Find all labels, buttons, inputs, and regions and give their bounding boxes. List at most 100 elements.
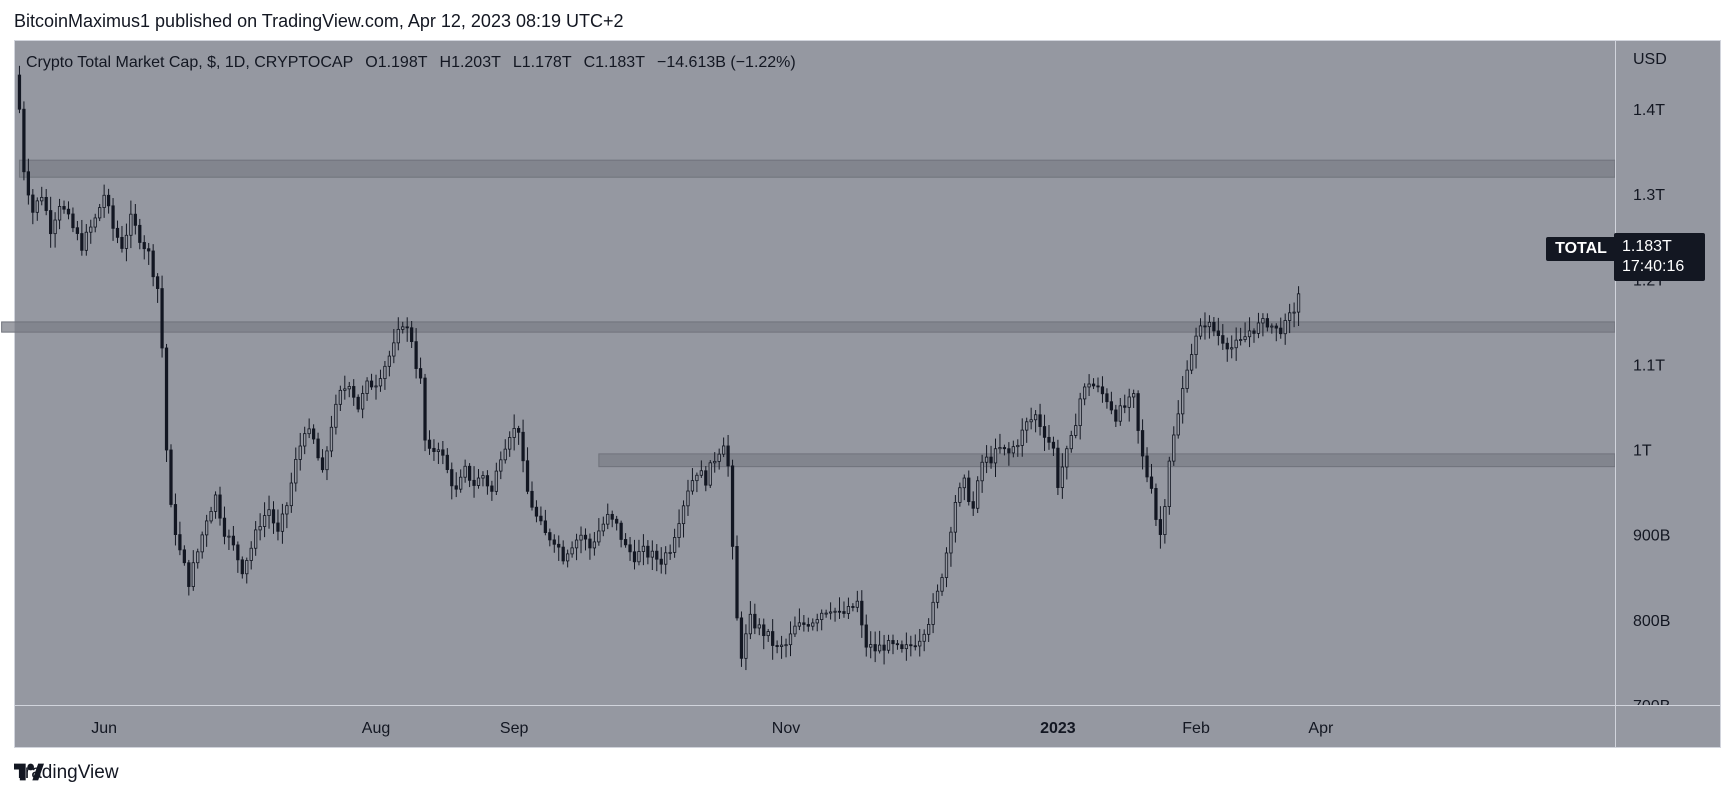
candle <box>1127 388 1131 422</box>
candle <box>1100 376 1105 403</box>
candle <box>432 439 436 461</box>
candle-body <box>935 590 940 603</box>
candle-body <box>365 380 369 394</box>
candle-body <box>1020 429 1024 446</box>
candle-body <box>334 403 338 428</box>
candle <box>953 495 958 543</box>
candle-body <box>1069 435 1073 450</box>
candle-body <box>722 445 726 455</box>
candle <box>1007 442 1011 466</box>
candle-body <box>1261 318 1265 324</box>
candle <box>410 321 414 348</box>
candle <box>1261 313 1265 337</box>
price-tick-label: 1.4T <box>1633 102 1665 119</box>
candle <box>1203 312 1207 340</box>
candle <box>508 431 512 457</box>
candle-body <box>539 515 543 522</box>
candle-body <box>574 539 579 549</box>
candle <box>597 518 601 546</box>
time-axis[interactable]: Jun Aug Sep Nov 2023 Feb Apr <box>15 705 1615 747</box>
candle <box>949 526 953 567</box>
candle <box>71 207 75 233</box>
candle <box>17 65 22 114</box>
candle <box>222 506 227 545</box>
candle <box>1247 317 1252 348</box>
candle <box>254 521 258 556</box>
candle <box>1140 419 1145 470</box>
candle-body <box>75 227 80 234</box>
candle <box>1194 327 1198 369</box>
candle-body <box>837 610 842 613</box>
candle-body <box>472 479 476 486</box>
candle <box>775 640 779 654</box>
candle-body <box>57 206 62 221</box>
candle-body <box>49 210 53 235</box>
candle <box>521 419 525 473</box>
candle-body <box>784 644 788 647</box>
candle-body <box>187 562 191 587</box>
legend-low-value: 1.178T <box>521 54 572 71</box>
candle <box>779 635 784 659</box>
candle <box>784 638 788 658</box>
plot-area[interactable]: Crypto Total Market Cap, $, 1D, CRYPTOCA… <box>1 41 1616 705</box>
candle <box>490 480 494 501</box>
candle-body <box>508 437 512 450</box>
candle <box>797 608 802 631</box>
candle <box>311 424 316 444</box>
candle <box>659 547 663 574</box>
candle <box>601 516 605 537</box>
candle <box>962 474 966 501</box>
candle-body <box>623 539 628 546</box>
candle <box>361 385 365 419</box>
candle <box>971 491 975 516</box>
candle <box>935 584 940 609</box>
candle <box>441 441 445 465</box>
candle <box>365 377 369 401</box>
candle <box>338 385 342 411</box>
candle-body <box>864 624 868 648</box>
candle-body <box>53 219 57 235</box>
footer: TradingView <box>14 762 119 784</box>
candle-body <box>200 534 204 553</box>
candle <box>249 541 253 570</box>
candle-body <box>1132 393 1136 398</box>
candle <box>837 597 842 619</box>
candle-body <box>877 644 882 652</box>
candle-body <box>664 552 668 565</box>
candle-body <box>441 449 445 456</box>
candle-body <box>93 217 97 228</box>
candle-body <box>672 537 677 553</box>
candle-body <box>775 645 779 647</box>
candle-body <box>392 342 396 357</box>
candle-body <box>735 546 739 619</box>
candle <box>173 493 178 546</box>
candle <box>1136 390 1140 444</box>
candle <box>459 469 463 493</box>
candle-body <box>895 643 900 646</box>
candle-body <box>1029 419 1033 423</box>
candle <box>1221 324 1225 350</box>
time-axis-svg: Jun Aug Sep Nov 2023 Feb Apr <box>91 720 1334 737</box>
candle-body <box>811 622 815 627</box>
candle-body <box>713 460 717 464</box>
candle <box>503 439 507 464</box>
candle <box>1078 392 1082 440</box>
candle <box>418 357 423 384</box>
candle <box>699 460 703 478</box>
candle-body <box>779 644 784 647</box>
axis-corner[interactable] <box>1615 705 1720 747</box>
candle-body <box>1109 401 1114 411</box>
candle-body <box>1114 409 1118 422</box>
candle <box>164 343 169 462</box>
candle-body <box>1221 335 1225 344</box>
candle <box>178 521 182 556</box>
candle <box>98 203 102 222</box>
candle-body <box>1060 466 1064 488</box>
candle <box>445 448 449 474</box>
price-axis[interactable]: 700B800B900B1T1.1T1.2T1.3T1.4T USD <box>1615 41 1720 715</box>
candle-body <box>369 380 374 388</box>
candle <box>900 640 904 653</box>
candle-body <box>1065 448 1069 468</box>
candle <box>329 415 334 458</box>
candle <box>686 479 690 516</box>
